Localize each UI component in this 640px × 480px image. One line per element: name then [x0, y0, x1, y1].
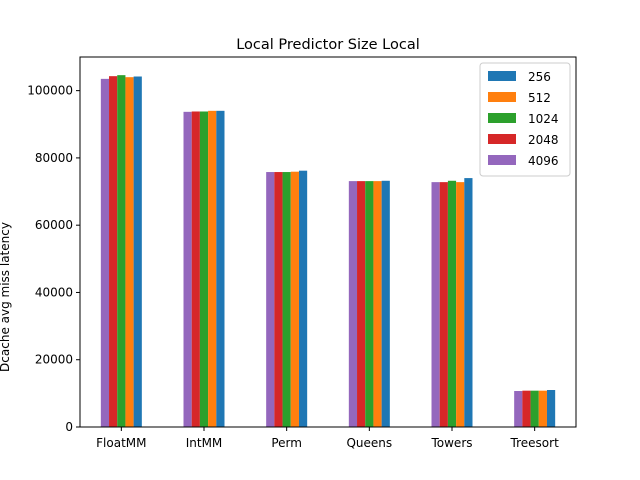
bar-towers-512 [456, 182, 465, 427]
bar-towers-256 [464, 178, 473, 427]
bar-treesort-1024 [530, 390, 539, 427]
legend-swatch-2048 [488, 134, 516, 144]
bar-queens-4096 [348, 181, 358, 427]
x-tick-label: IntMM [186, 436, 223, 450]
y-tick-label: 100000 [27, 84, 73, 98]
legend-box [479, 62, 571, 177]
bar-intmm-512 [208, 110, 217, 427]
bar-towers-1024 [447, 180, 457, 427]
legend-swatch-4096 [488, 155, 516, 165]
legend-label-1024: 1024 [528, 112, 559, 126]
legend: 256 512 1024 2048 4096 [479, 62, 571, 177]
bar-perm-1024 [282, 172, 291, 427]
x-tick-label: Towers [430, 436, 472, 450]
plot-frame [79, 56, 577, 428]
bar-treesort-4096 [514, 391, 523, 427]
y-tick-label: 80000 [35, 151, 73, 165]
bar-perm-512 [290, 171, 299, 427]
bar-perm-256 [298, 170, 308, 427]
bar-intmm-256 [216, 110, 225, 427]
bar-queens-512 [373, 181, 382, 427]
y-tick-label: 0 [65, 420, 73, 434]
bar-intmm-2048 [191, 111, 200, 428]
bar-intmm-4096 [183, 111, 192, 427]
chart-title: Local Predictor Size Local [236, 37, 420, 53]
bar-treesort-256 [546, 390, 556, 427]
legend-label-512: 512 [528, 91, 551, 105]
y-tick-label: 40000 [35, 285, 73, 299]
legend-swatch-256 [488, 71, 516, 81]
x-tick-label: Treesort [510, 436, 560, 450]
bars-group [100, 75, 556, 428]
legend-swatch-1024 [488, 113, 516, 123]
bar-towers-4096 [431, 182, 440, 427]
bar-floatmm-4096 [100, 78, 110, 428]
bar-towers-2048 [439, 182, 448, 427]
bar-floatmm-256 [133, 76, 142, 427]
bar-queens-256 [381, 180, 390, 427]
y-tick-label: 20000 [35, 353, 73, 367]
bar-perm-2048 [274, 172, 283, 427]
bar-floatmm-1024 [117, 75, 126, 427]
bar-floatmm-2048 [109, 76, 118, 428]
legend-label-256: 256 [528, 70, 551, 84]
bar-treesort-2048 [522, 390, 531, 427]
y-axis-label: Dcache avg miss latency [0, 222, 12, 372]
legend-label-4096: 4096 [528, 154, 559, 168]
y-tick-label: 60000 [35, 218, 73, 232]
x-tick-label: FloatMM [96, 436, 146, 450]
legend-label-2048: 2048 [528, 133, 559, 147]
bar-floatmm-512 [125, 77, 134, 428]
x-tick-label: Perm [271, 436, 302, 450]
bar-queens-2048 [357, 181, 366, 427]
bar-queens-1024 [365, 181, 374, 427]
axes-group: FloatMM IntMM Perm Queens Towers Treesort 0 200… [27, 56, 577, 450]
legend-swatch-512 [488, 92, 516, 102]
x-tick-label: Queens [346, 436, 392, 450]
bar-treesort-512 [538, 390, 547, 427]
bar-intmm-1024 [199, 111, 209, 428]
bar-perm-4096 [266, 172, 275, 427]
